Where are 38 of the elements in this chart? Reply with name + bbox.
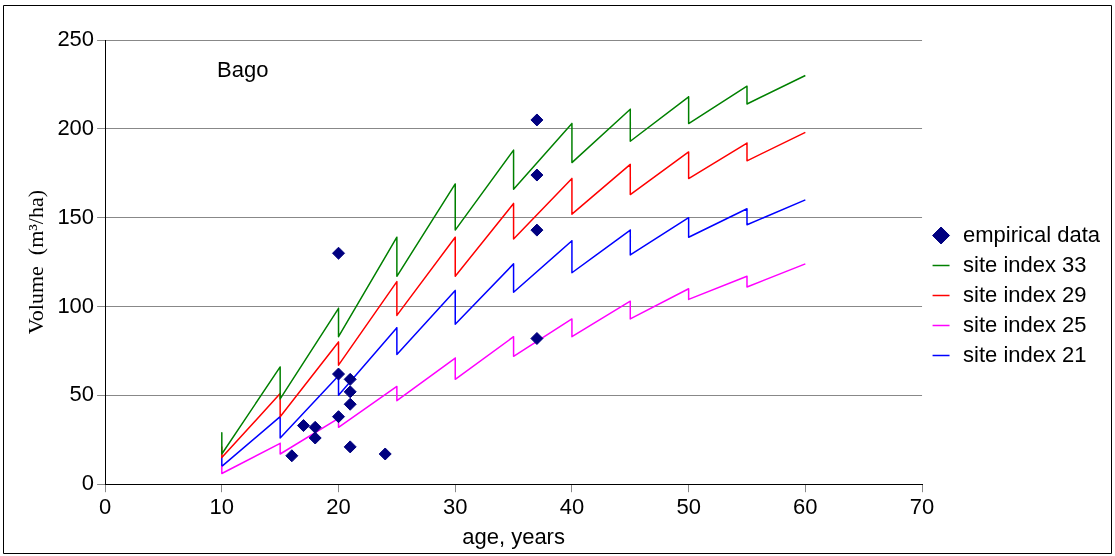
point bbox=[308, 431, 322, 445]
point bbox=[530, 168, 544, 182]
x-tick-label: 10 bbox=[209, 494, 235, 520]
point bbox=[343, 372, 357, 386]
point bbox=[530, 113, 544, 127]
y-tick-label: 200 bbox=[57, 114, 95, 140]
x-tick-label: 50 bbox=[676, 494, 701, 520]
point bbox=[343, 397, 357, 411]
point bbox=[343, 440, 357, 454]
point bbox=[308, 420, 322, 434]
y-tick-label: 50 bbox=[69, 381, 95, 407]
x-tick-label: 70 bbox=[909, 494, 935, 520]
point bbox=[285, 449, 299, 463]
x-tick-label: 40 bbox=[559, 494, 585, 520]
point bbox=[332, 246, 346, 260]
y-axis-title: Volume (m³/ha) bbox=[22, 189, 48, 335]
point bbox=[378, 447, 392, 461]
legend-label: site index 21 bbox=[963, 341, 1087, 367]
legend-label: site index 29 bbox=[963, 281, 1087, 307]
y-tick-label: 250 bbox=[57, 26, 95, 52]
x-tick-label: 0 bbox=[98, 494, 112, 520]
point bbox=[332, 410, 346, 424]
point bbox=[343, 385, 357, 399]
x-tick-label: 30 bbox=[442, 494, 468, 520]
annotation: Bago bbox=[217, 57, 269, 83]
y-tick-label: 150 bbox=[57, 203, 95, 229]
point bbox=[332, 367, 346, 381]
legend-label: empirical data bbox=[963, 221, 1101, 247]
y-tick-label: 0 bbox=[81, 470, 95, 496]
point bbox=[530, 223, 544, 237]
legend-label: site index 33 bbox=[963, 251, 1087, 277]
x-axis-title: age, years bbox=[462, 523, 565, 549]
legend-label: site index 25 bbox=[963, 311, 1087, 337]
y-tick-label: 100 bbox=[57, 292, 95, 318]
point bbox=[530, 332, 544, 345]
x-tick-label: 60 bbox=[793, 494, 818, 520]
point bbox=[297, 419, 311, 433]
x-tick-label: 20 bbox=[326, 494, 351, 520]
